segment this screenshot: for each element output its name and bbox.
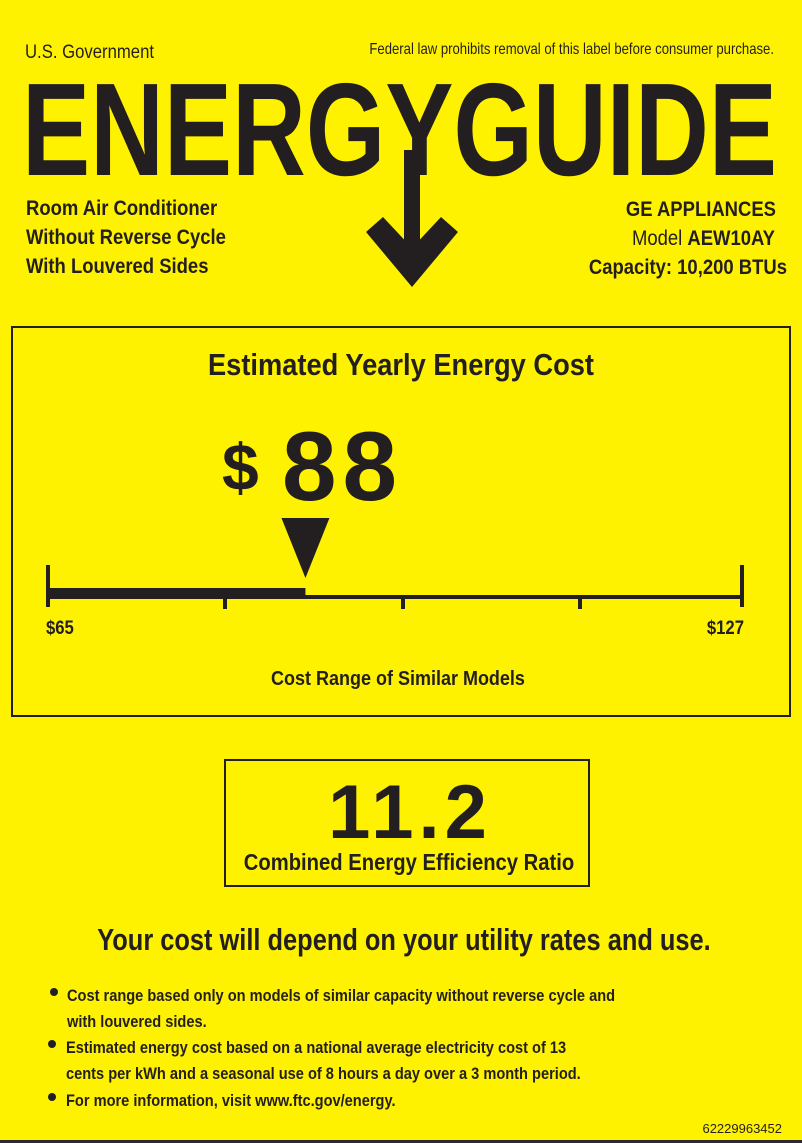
model-line: Model AEW10AY: [632, 227, 775, 250]
note-line: Estimated energy cost based on a nationa…: [66, 1039, 566, 1057]
note-line: Cost range based only on models of simil…: [67, 987, 615, 1005]
efficiency-value: 11.2: [328, 770, 492, 855]
cost-box: [11, 326, 791, 717]
scale-min-tick: [46, 565, 50, 607]
scale-fill: [48, 588, 306, 599]
scale-tick: [223, 597, 227, 609]
bullet-icon: [48, 1093, 56, 1101]
efficiency-box: [224, 759, 590, 887]
down-arrow-icon: [366, 150, 458, 287]
removal-notice: Federal law prohibits removal of this la…: [369, 41, 774, 58]
note-line: For more information, visit www.ftc.gov/…: [66, 1092, 396, 1110]
scale-max-tick: [740, 565, 744, 607]
range-caption: Cost Range of Similar Models: [271, 668, 525, 690]
government-label: U.S. Government: [25, 41, 154, 62]
scale-tick: [578, 597, 582, 609]
bullet-icon: [50, 988, 58, 996]
product-type-line: Room Air Conditioner: [26, 197, 217, 220]
cost-heading: Estimated Yearly Energy Cost: [208, 348, 594, 382]
efficiency-label: Combined Energy Efficiency Ratio: [244, 849, 575, 876]
bullet-icon: [48, 1040, 56, 1048]
scale-tick: [401, 597, 405, 609]
note-line: with louvered sides.: [66, 1013, 207, 1031]
label-code: 62229963452: [702, 1121, 782, 1136]
model-number: AEW10AY: [687, 227, 775, 250]
disclaimer: Your cost will depend on your utility ra…: [97, 923, 711, 958]
cost-pointer-icon: [281, 518, 330, 578]
bottom-edge: [0, 1140, 802, 1143]
product-type-line: With Louvered Sides: [26, 255, 208, 278]
energyguide-title: ENERGYGUIDE: [22, 56, 777, 203]
range-max: $127: [707, 617, 744, 638]
brand-name: GE APPLIANCES: [626, 198, 776, 221]
capacity: Capacity: 10,200 BTUs: [589, 256, 787, 279]
note-line: cents per kWh and a seasonal use of 8 ho…: [66, 1065, 581, 1083]
scale-line: [48, 595, 742, 599]
cost-range-scale: [46, 518, 744, 609]
cost-value: 88: [282, 411, 403, 521]
currency-symbol: $: [222, 430, 259, 504]
model-label: Model: [632, 227, 682, 250]
range-min: $65: [46, 617, 74, 638]
product-type-line: Without Reverse Cycle: [26, 226, 226, 249]
